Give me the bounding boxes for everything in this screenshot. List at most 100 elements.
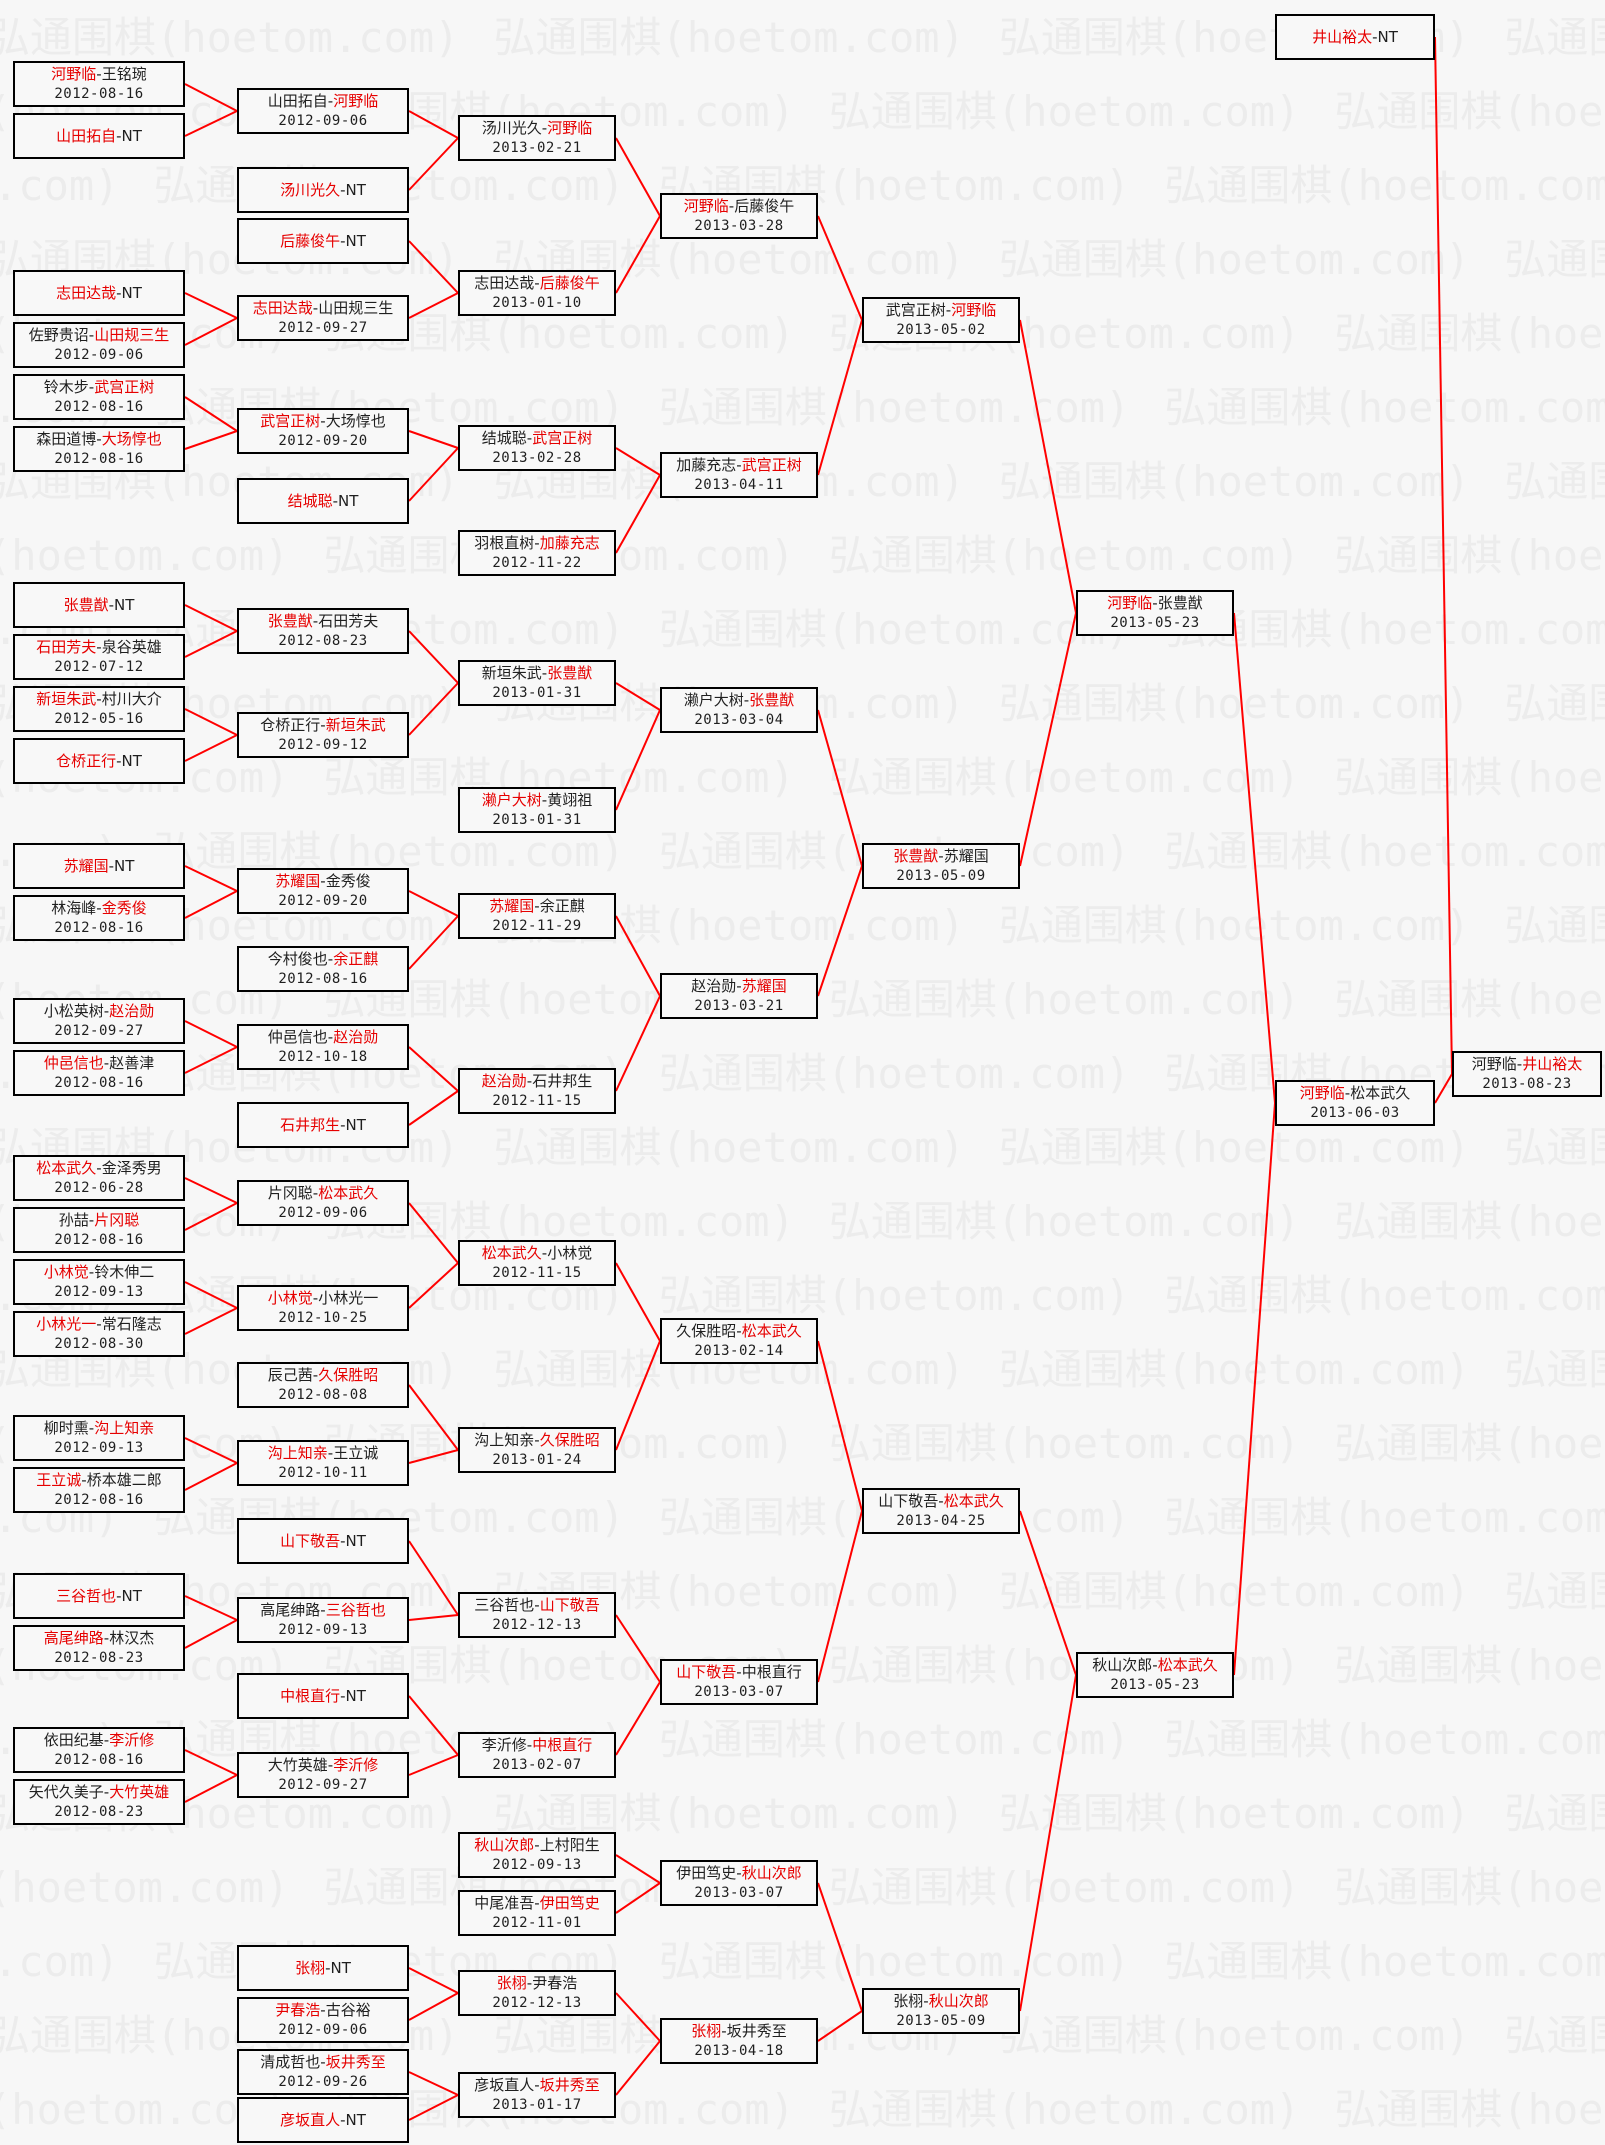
bracket-connector — [615, 215, 661, 294]
match-players: 大竹英雄-李沂修 — [268, 1755, 378, 1775]
watermark-row: 弘通围棋(hoetom.com)弘通围棋(hoetom.com)弘通围棋(hoe… — [0, 226, 1605, 287]
match-date: 2013-05-02 — [896, 322, 986, 338]
winner-name: 伊田笃史 — [539, 1894, 600, 1912]
vs-separator: - — [526, 1974, 533, 1992]
player-name: 赵治勋 — [691, 977, 737, 995]
bracket-connector — [408, 240, 459, 294]
player-name: 片冈聪 — [267, 1184, 313, 1202]
match-players: 山下敬吾-NT — [280, 1531, 366, 1551]
player-name: 山田拓自 — [267, 92, 328, 110]
match-box-m6: 后藤俊午-NT — [237, 218, 409, 264]
match-box-m67: 秋山次郎-上村阳生 2012-09-13 — [458, 1832, 616, 1878]
match-players: 小林觉-铃木伸二 — [44, 1262, 154, 1282]
watermark-text: 弘通围棋(hoetom.com) — [1334, 2085, 1605, 2134]
winner-name: 加藤充志 — [539, 534, 600, 552]
bracket-connector — [184, 83, 238, 112]
winner-name: 大竹英雄 — [109, 1783, 170, 1801]
vs-separator: - — [320, 412, 326, 430]
match-players: 汤川光久-河野临 — [482, 118, 592, 138]
watermark-text: 弘通围棋(hoetom.com) — [0, 531, 290, 580]
watermark-text: 弘通围棋(hoetom.com) — [0, 1863, 290, 1912]
match-players: 仓桥正行-NT — [56, 751, 142, 771]
match-date: 2013-03-28 — [694, 218, 784, 234]
bye-label: NT — [330, 1959, 351, 1977]
vs-separator: - — [88, 1211, 95, 1229]
match-box-m7: 志田达哉-NT — [13, 270, 185, 316]
match-box-m74: 彦坂直人-NT — [237, 2097, 409, 2143]
player-name: 黄翊祖 — [547, 791, 593, 809]
match-players: 今村俊也-余正麒 — [268, 949, 378, 969]
watermark-text: 弘通围棋(hoetom.com) — [828, 87, 1301, 136]
vs-separator: - — [340, 232, 346, 250]
player-name: 依田纪基 — [43, 1731, 104, 1749]
bracket-connector — [184, 317, 238, 346]
match-players: 王立诚-桥本雄二郎 — [36, 1470, 161, 1490]
vs-separator: - — [541, 1244, 548, 1262]
player-name: 尹春浩 — [532, 1974, 578, 1992]
match-players: 志田达哉-NT — [56, 283, 142, 303]
player-name: 古谷裕 — [325, 2001, 371, 2019]
watermark-text: 弘通围棋(hoetom.com) — [1164, 605, 1605, 654]
vs-separator: - — [103, 1731, 110, 1749]
match-box-m16: 结城聪-武宫正树 2013-02-28 — [458, 425, 616, 471]
winner-name: 彦坂直人 — [280, 2111, 341, 2129]
bracket-connector — [184, 1046, 238, 1074]
vs-separator: - — [116, 127, 122, 145]
bye-label: NT — [114, 857, 135, 875]
winner-name: 武宫正树 — [94, 378, 155, 396]
winner-name: 张栩 — [496, 1974, 527, 1992]
winner-name: 赵治勋 — [481, 1072, 527, 1090]
match-players: 仲邑信也-赵治勋 — [268, 1027, 378, 1047]
player-name: 石田芳夫 — [318, 612, 379, 630]
player-name: 王立诚 — [333, 1444, 379, 1462]
winner-name: 李沂修 — [333, 1756, 379, 1774]
player-name: 铃木步 — [43, 378, 89, 396]
winner-name: 小林光一 — [36, 1315, 97, 1333]
vs-separator: - — [340, 181, 346, 199]
match-players: 铃木步-武宫正树 — [44, 377, 154, 397]
match-players: 新垣朱武-村川大介 — [36, 689, 161, 709]
winner-name: 河野临 — [683, 197, 729, 215]
winner-name: 山田规三生 — [94, 326, 170, 344]
match-box-m11: 河野临-后藤俊午 2013-03-28 — [660, 193, 818, 239]
bracket-connector — [408, 1540, 459, 1616]
bracket-connector — [408, 2071, 459, 2096]
match-players: 秋山次郎-上村阳生 — [474, 1835, 599, 1855]
watermark-text: 弘通围棋(hoetom.com) — [1504, 13, 1605, 62]
bracket-connector — [615, 1882, 661, 1914]
player-name: 佐野贵诏 — [28, 326, 89, 344]
bracket-connector — [1434, 36, 1453, 1075]
vs-separator: - — [534, 2076, 540, 2094]
match-date: 2013-05-23 — [1110, 615, 1200, 631]
match-players: 山下敬吾-中根直行 — [676, 1662, 801, 1682]
vs-separator: - — [327, 1756, 334, 1774]
vs-separator: - — [103, 1002, 110, 1020]
match-players: 羽根直树-加藤充志 — [474, 533, 599, 553]
player-name: 高尾绅路 — [260, 1601, 321, 1619]
player-name: 彦坂直人 — [474, 2076, 535, 2094]
watermark-text: 弘通围棋(hoetom.com) — [1334, 1197, 1605, 1246]
match-box-m12: 铃木步-武宫正树 2012-08-16 — [13, 374, 185, 420]
winner-name: 石田芳夫 — [36, 638, 97, 656]
bracket-connector — [184, 604, 238, 632]
bracket-connector — [184, 734, 238, 762]
match-players: 河野临-后藤俊午 — [684, 196, 794, 216]
match-box-m81: 河野临-井山裕太 2013-08-23 — [1452, 1051, 1602, 1097]
match-players: 苏耀国-余正麒 — [489, 896, 584, 916]
match-box-m18: 加藤充志-武宫正树 2013-04-11 — [660, 452, 818, 498]
match-box-m29: 张豊猷-苏耀国 2013-05-09 — [862, 843, 1020, 889]
vs-separator: - — [541, 119, 548, 137]
vs-separator: - — [938, 1492, 944, 1510]
vs-separator: - — [534, 897, 540, 915]
watermark-text: 弘通围棋(hoetom.com) — [1334, 1863, 1605, 1912]
bracket-connector — [615, 995, 661, 1092]
match-box-m48: 松本武久-小林觉 2012-11-15 — [458, 1240, 616, 1286]
match-players: 濑户大树-黄翊祖 — [482, 790, 592, 810]
match-players: 三谷哲也-NT — [56, 1586, 142, 1606]
vs-separator: - — [340, 2111, 346, 2129]
match-box-m54: 久保胜昭-松本武久 2013-02-14 — [660, 1318, 818, 1364]
bracket-connector — [615, 1854, 661, 1884]
vs-separator: - — [96, 690, 102, 708]
match-players: 志田达哉-后藤俊午 — [474, 273, 599, 293]
match-date: 2012-08-08 — [278, 1387, 368, 1403]
